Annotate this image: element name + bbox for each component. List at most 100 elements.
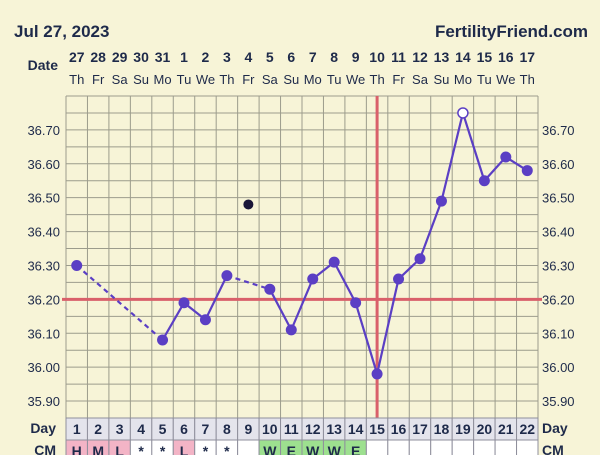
- y-tick-label-right: 36.50: [542, 191, 575, 206]
- weekday-label: Tu: [477, 72, 492, 87]
- y-tick-label-right: 36.30: [542, 258, 575, 273]
- date-number: 7: [309, 49, 317, 65]
- weekday-label: Sa: [112, 72, 129, 87]
- cm-value: *: [138, 443, 144, 455]
- date-number: 28: [90, 49, 106, 65]
- discarded-temp-point: [243, 199, 254, 210]
- weekday-label: Sa: [262, 72, 279, 87]
- temp-point: [350, 297, 362, 309]
- cycle-day-number: 12: [305, 421, 321, 437]
- date-number: 6: [287, 49, 295, 65]
- cycle-day-number: 10: [262, 421, 278, 437]
- cycle-day-number: 18: [434, 421, 450, 437]
- day-row-label-right: Day: [542, 420, 568, 436]
- temp-point: [414, 253, 426, 265]
- temp-segment-dashed: [226, 274, 271, 291]
- weekday-label: Th: [69, 72, 84, 87]
- date-number: 9: [352, 49, 360, 65]
- temp-point: [393, 273, 405, 285]
- weekday-label: We: [346, 72, 365, 87]
- temp-point: [478, 175, 490, 187]
- cycle-day-number: 2: [94, 421, 102, 437]
- weekday-label: Mo: [454, 72, 472, 87]
- date-number: 17: [519, 49, 535, 65]
- chart-date: Jul 27, 2023: [14, 22, 110, 41]
- weekday-label: Fr: [92, 72, 105, 87]
- y-tick-label-right: 35.90: [542, 394, 575, 409]
- y-tick-label-right: 36.40: [542, 225, 575, 240]
- y-tick-label-left: 36.10: [27, 326, 60, 341]
- temp-point: [199, 314, 211, 326]
- weekday-label: Tu: [177, 72, 192, 87]
- cycle-day-number: 11: [284, 421, 299, 437]
- date-number: 31: [155, 49, 171, 65]
- temp-point: [435, 195, 447, 207]
- date-number: 5: [266, 49, 274, 65]
- cm-value: *: [160, 443, 166, 455]
- cycle-day-number: 3: [116, 421, 124, 437]
- temp-segment: [461, 112, 486, 182]
- cycle-day-number: 22: [519, 421, 535, 437]
- date-number: 11: [391, 49, 406, 65]
- cm-cell: [451, 439, 475, 455]
- cm-row-label-left: CM: [34, 442, 56, 455]
- cm-value: W: [328, 443, 342, 455]
- y-tick-label-left: 36.70: [27, 123, 60, 138]
- y-tick-label-left: 36.30: [27, 258, 60, 273]
- temp-segment-dashed: [76, 264, 164, 341]
- y-tick-label-right: 36.20: [542, 292, 575, 307]
- temp-segment: [333, 261, 357, 304]
- cm-cell: [516, 439, 539, 455]
- temp-point: [307, 273, 319, 285]
- temp-segment: [161, 302, 185, 341]
- cm-cell: [237, 439, 260, 455]
- temp-point: [371, 368, 383, 380]
- weekday-label: Fr: [242, 72, 255, 87]
- weekday-label: Mo: [304, 72, 322, 87]
- temp-point: [178, 297, 190, 309]
- cycle-day-number: 16: [391, 421, 407, 437]
- weekday-label: We: [496, 72, 515, 87]
- temp-segment: [440, 112, 464, 202]
- cycle-day-number: 9: [244, 421, 252, 437]
- date-number: 8: [330, 49, 338, 65]
- cycle-day-number: 5: [159, 421, 167, 437]
- weekday-label: Sa: [412, 72, 429, 87]
- weekday-label: Tu: [327, 72, 342, 87]
- weekday-label: Su: [283, 72, 299, 87]
- temp-point: [157, 334, 169, 346]
- y-tick-label-left: 35.90: [27, 394, 60, 409]
- date-number: 3: [223, 49, 231, 65]
- temp-point: [221, 270, 233, 282]
- cm-value: W: [263, 443, 277, 455]
- y-tick-label-left: 36.00: [27, 360, 60, 375]
- date-number: 2: [202, 49, 210, 65]
- y-tick-label-left: 36.40: [27, 225, 60, 240]
- cm-value: E: [287, 443, 296, 455]
- temp-point: [264, 283, 276, 295]
- cycle-day-number: 13: [326, 421, 342, 437]
- cm-value: *: [224, 443, 230, 455]
- weekday-label: Th: [520, 72, 535, 87]
- weekday-label: Mo: [154, 72, 172, 87]
- temp-point: [500, 151, 512, 163]
- cycle-day-number: 6: [180, 421, 188, 437]
- temp-segment: [290, 278, 314, 331]
- date-number: 15: [477, 49, 493, 65]
- brand-name: FertilityFriend.com: [434, 22, 588, 41]
- cm-cell: [387, 439, 410, 455]
- temp-segment: [354, 302, 379, 375]
- y-tick-label-right: 36.60: [542, 157, 575, 172]
- date-number: 30: [133, 49, 149, 65]
- y-tick-label-left: 36.20: [27, 292, 60, 307]
- cycle-day-number: 20: [477, 421, 493, 437]
- cm-value: W: [306, 443, 320, 455]
- date-number: 4: [244, 49, 252, 65]
- date-number: 14: [455, 49, 471, 65]
- cycle-day-number: 4: [137, 421, 145, 437]
- date-number: 29: [112, 49, 128, 65]
- date-number: 16: [498, 49, 514, 65]
- cycle-day-number: 19: [455, 421, 471, 437]
- cm-cell: [408, 439, 432, 455]
